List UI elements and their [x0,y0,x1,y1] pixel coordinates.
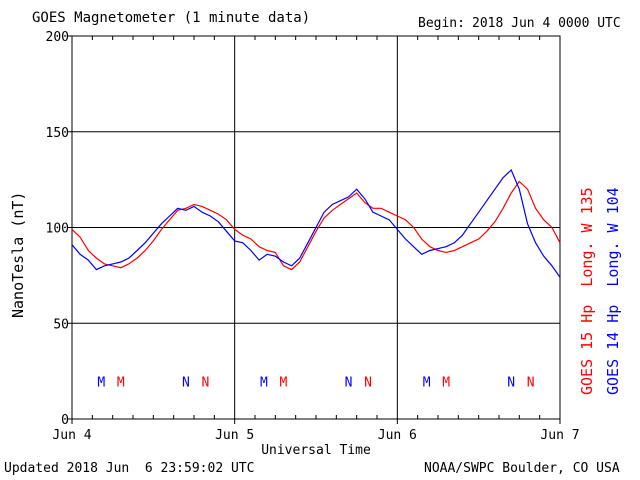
begin-label: Begin: [418,16,465,31]
y-tick-label: 50 [53,317,69,332]
annotation-label: M [442,375,450,390]
x-tick-label: Jun 4 [52,428,91,443]
x-axis-label: Universal Time [261,443,371,458]
annotation-label: M [260,375,268,390]
y-axis-label: NanoTesla (nT) [9,191,27,318]
annotation-label: N [201,375,209,390]
y-tick-label: 200 [46,30,69,45]
footer-updated: Updated 2018 Jun 6 23:59:02 UTC [4,461,255,476]
annotation-label: M [97,375,105,390]
footer-credit: NOAA/SWPC Boulder, CO USA [424,461,620,476]
legend-goes14: GOES 14 Hp Long. W 104 [604,187,622,395]
annotation-label: M [423,375,431,390]
y-tick-label: 150 [46,126,69,141]
x-tick-label: Jun 6 [378,428,417,443]
annotation-label: M [117,375,125,390]
begin-value: 2018 Jun 4 0000 UTC [472,16,621,31]
chart-title: GOES Magnetometer (1 minute data) [32,10,311,26]
y-tick-label: 100 [46,222,69,237]
y-tick-label: 0 [61,413,69,428]
annotation-label: N [364,375,372,390]
series-line-goes15 [71,180,561,271]
series-line-goes14 [71,168,561,278]
annotation-label: N [527,375,535,390]
legend-goes15: GOES 15 Hp Long. W 135 [578,187,596,395]
x-tick-label: Jun 7 [540,428,579,443]
annotation-label: N [345,375,353,390]
annotation-label: N [507,375,515,390]
annotation-label: M [280,375,288,390]
x-tick-label: Jun 5 [215,428,254,443]
annotation-label: N [182,375,190,390]
